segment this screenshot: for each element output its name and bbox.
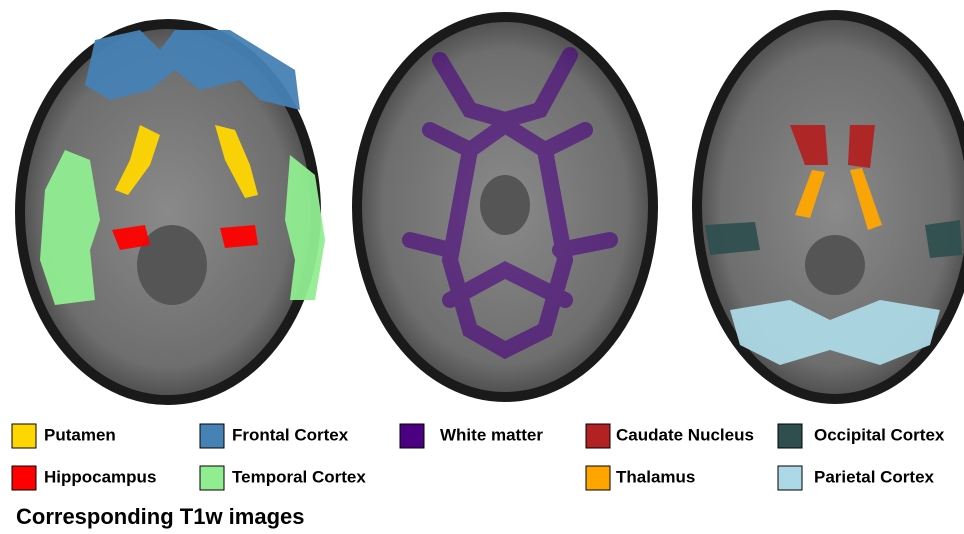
white-matter-region: [402, 47, 618, 360]
legend-swatch: [777, 465, 803, 491]
legend-label: Parietal Cortex: [814, 467, 935, 486]
hippocampus-region: [112, 225, 150, 250]
caudate-nucleus-region: [848, 125, 875, 168]
brain-slice-1: [15, 19, 325, 405]
legend: Putamen Frontal Cortex White matter Caud…: [11, 423, 945, 491]
legend-swatch: [11, 465, 37, 491]
temporal-cortex-region: [285, 155, 325, 300]
legend-swatch: [585, 423, 611, 449]
frontal-cortex-region: [85, 30, 300, 110]
hippocampus-region: [220, 225, 258, 248]
brain-slice-2: [352, 12, 658, 402]
legend-label: Frontal Cortex: [232, 425, 349, 444]
putamen-region: [115, 125, 160, 195]
thalamus-region: [795, 170, 825, 218]
putamen-region: [215, 125, 258, 198]
occipital-cortex-region: [705, 222, 760, 255]
legend-label: Temporal Cortex: [232, 467, 366, 486]
legend-label: Hippocampus: [44, 467, 156, 486]
legend-swatch: [199, 423, 225, 449]
caudate-nucleus-region: [790, 125, 828, 165]
legend-label: Occipital Cortex: [814, 425, 945, 444]
legend-swatch: [777, 423, 803, 449]
temporal-cortex-region: [40, 150, 100, 305]
legend-swatch: [199, 465, 225, 491]
brain-slice-3: [692, 10, 964, 404]
legend-label: White matter: [440, 425, 543, 444]
caption: Corresponding T1w images: [16, 504, 305, 529]
parietal-cortex-region: [730, 300, 940, 365]
legend-label: Thalamus: [616, 467, 695, 486]
thalamus-region: [850, 168, 882, 230]
legend-swatch: [399, 423, 425, 449]
legend-label: Putamen: [44, 425, 116, 444]
occipital-cortex-region: [925, 220, 962, 258]
legend-label: Caudate Nucleus: [616, 425, 754, 444]
legend-swatch: [11, 423, 37, 449]
legend-swatch: [585, 465, 611, 491]
